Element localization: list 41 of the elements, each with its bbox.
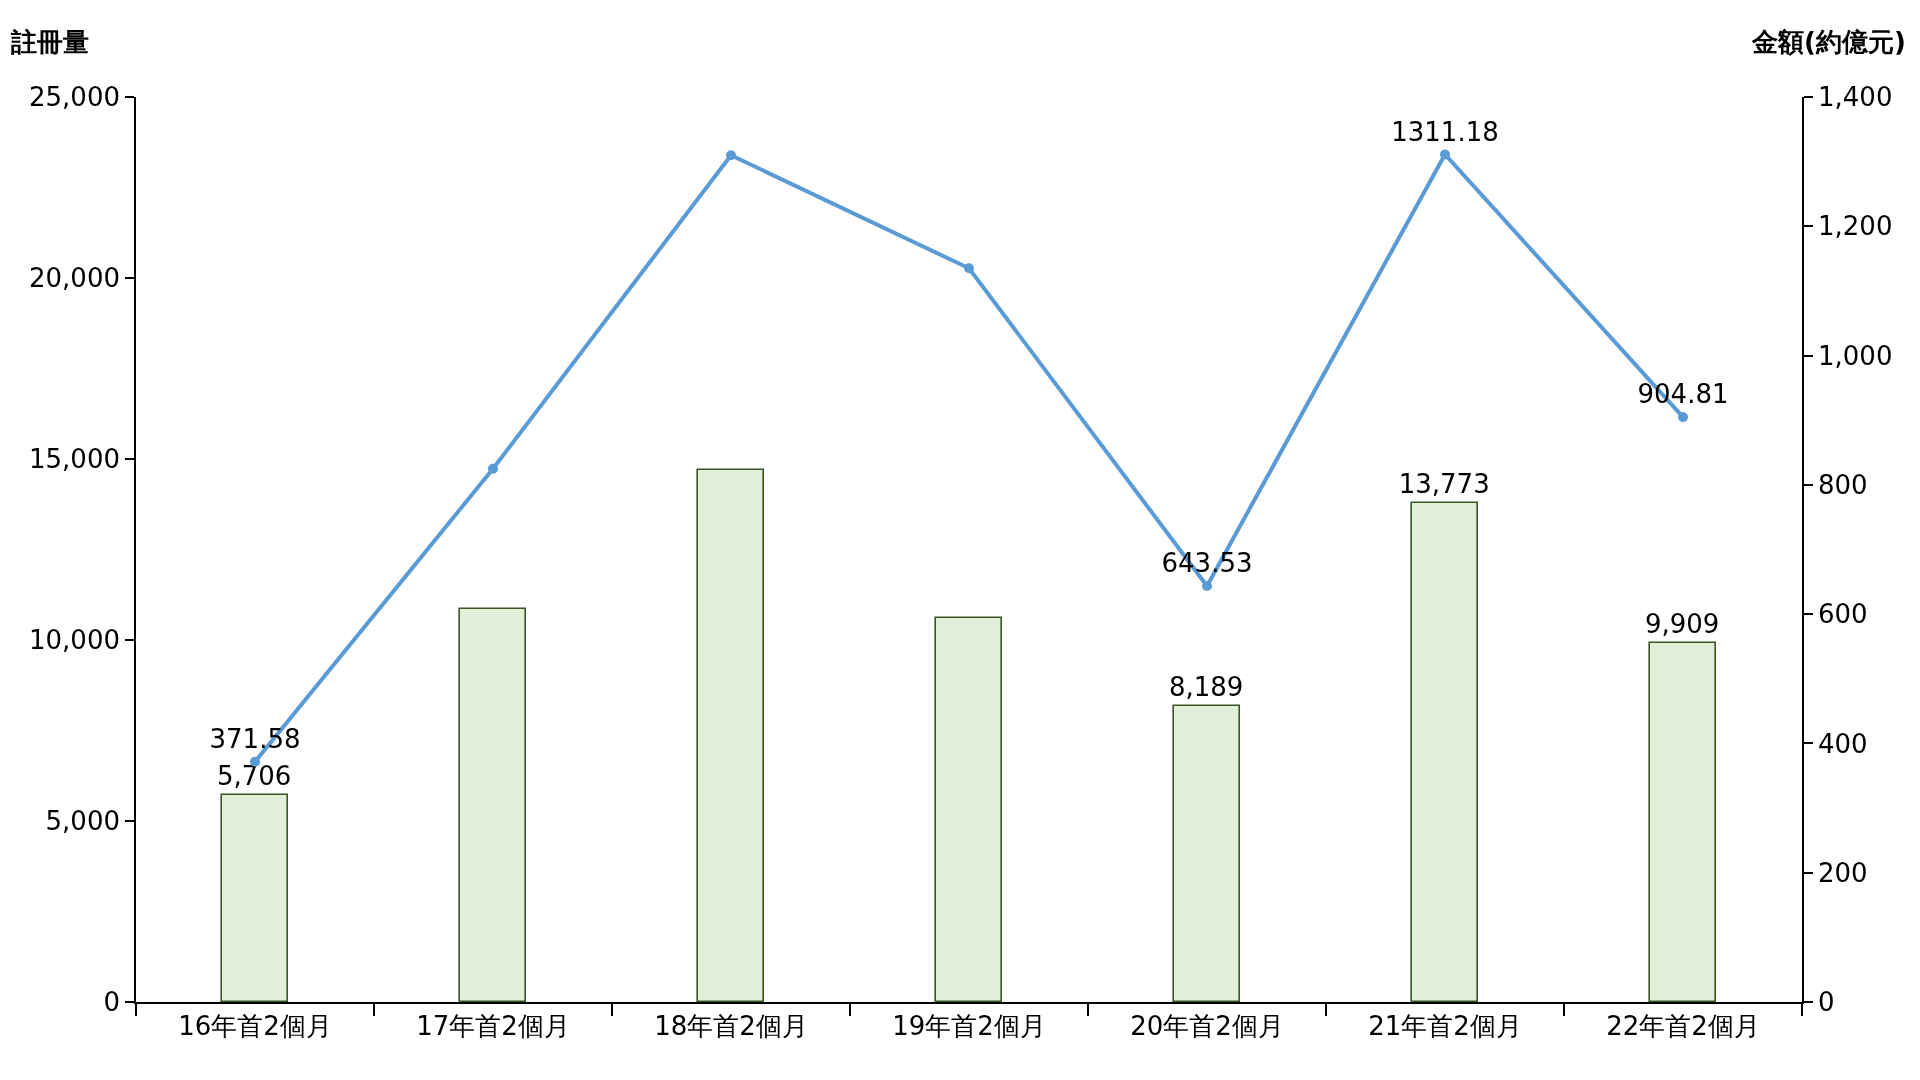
x-tick-label: 20年首2個月: [1130, 1011, 1284, 1041]
y-tick-label: 25,000: [29, 82, 120, 113]
y2-axis-title: 金額(約億元): [1751, 27, 1906, 57]
data-label: 1311.18: [1391, 116, 1499, 147]
bar: [696, 468, 764, 1002]
point: [726, 150, 736, 161]
point: [1202, 581, 1212, 591]
point: [964, 263, 974, 274]
point: [1440, 149, 1450, 160]
y-tick-label: 15,000: [29, 444, 120, 475]
y-axis-title: 註冊量: [10, 27, 89, 57]
data-label: 8,189: [1168, 672, 1244, 703]
x-tick-label: 17年首2個月: [416, 1011, 570, 1041]
y2-tick-label: 800: [1818, 469, 1868, 500]
y2-tick-label: 600: [1818, 599, 1868, 630]
x-tick-label: 19年首2個月: [892, 1011, 1046, 1041]
y2-tick-label: 400: [1818, 728, 1868, 759]
point: [488, 463, 498, 474]
y-tick-label: 0: [103, 987, 120, 1018]
bar: [1648, 641, 1716, 1002]
bar: [220, 793, 288, 1002]
y2-tick-label: 1,000: [1818, 340, 1893, 371]
data-label: 9,909: [1644, 609, 1720, 640]
y2-tick-label: 1,400: [1818, 82, 1893, 113]
x-tick-label: 18年首2個月: [654, 1011, 808, 1041]
y-tick-label: 10,000: [29, 625, 120, 656]
x-tick-label: 22年首2個月: [1606, 1011, 1760, 1041]
bar: [934, 616, 1002, 1002]
data-label: 13,773: [1398, 469, 1490, 500]
bar: [1410, 501, 1478, 1002]
y2-tick-label: 200: [1818, 857, 1868, 888]
y2-tick-label: 1,200: [1818, 211, 1893, 242]
data-label: 5,706: [216, 761, 292, 792]
y-tick-label: 20,000: [29, 263, 120, 294]
bar: [458, 607, 526, 1002]
bar: [1172, 704, 1240, 1002]
x-tick-label: 21年首2個月: [1368, 1011, 1522, 1041]
x-tick-label: 16年首2個月: [178, 1011, 332, 1041]
point: [1678, 412, 1688, 423]
y-tick-label: 5,000: [45, 806, 120, 837]
y2-tick-label: 0: [1818, 987, 1835, 1018]
